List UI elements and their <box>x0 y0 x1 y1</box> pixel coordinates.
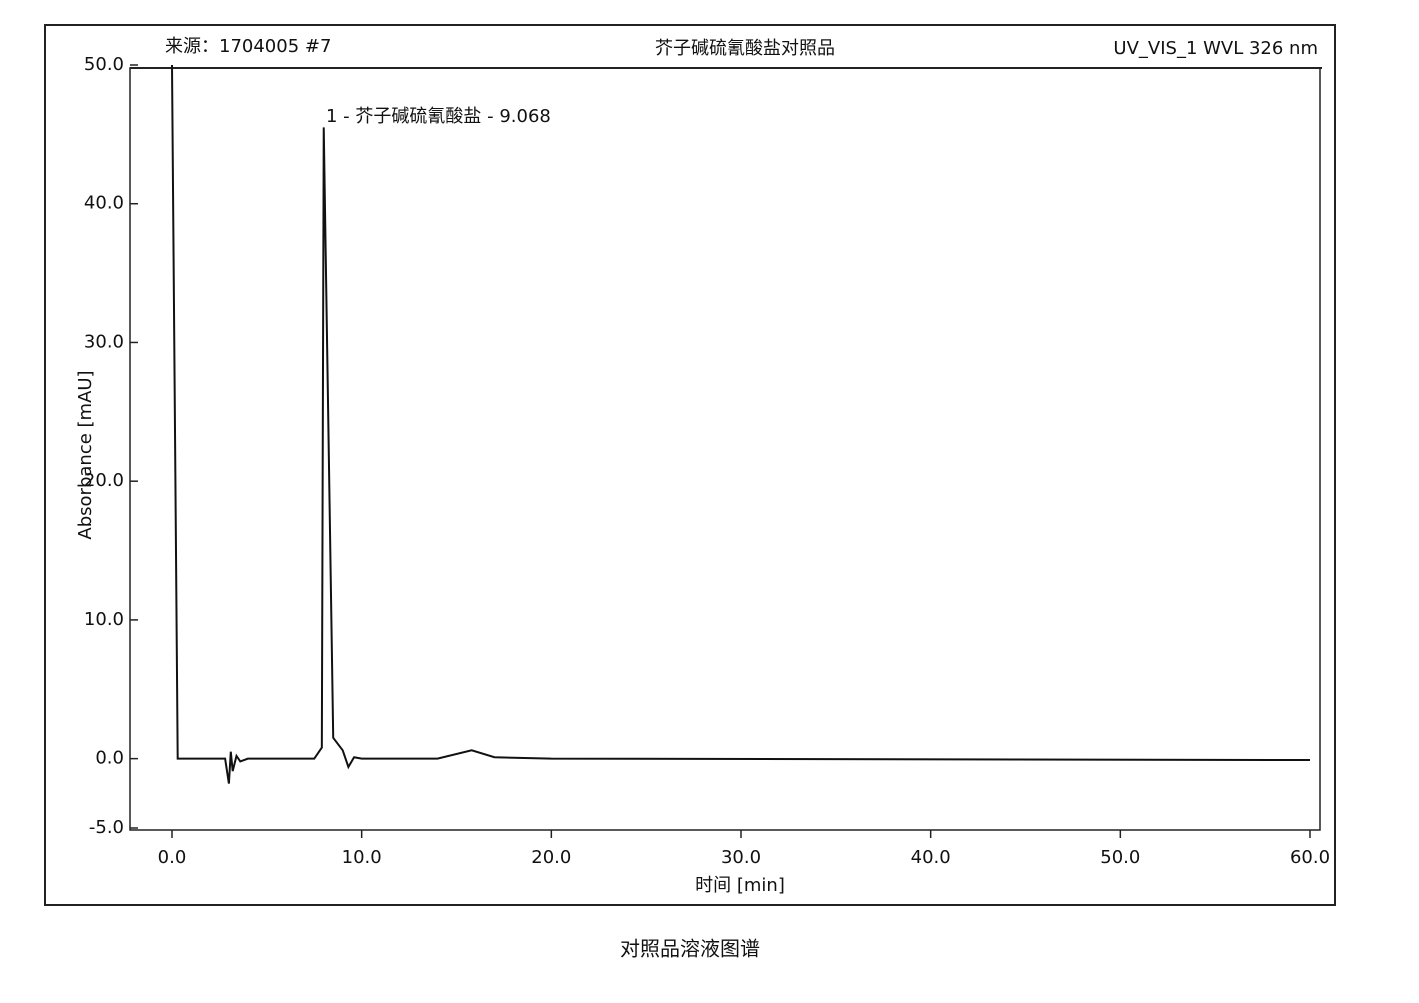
y-tick-label: 20.0 <box>84 470 124 491</box>
y-tick-label: 30.0 <box>84 331 124 352</box>
x-tick-label: 30.0 <box>721 847 761 868</box>
x-axis-label: 时间 [min] <box>695 875 785 896</box>
header-left: 来源：1704005 #7 <box>165 36 331 57</box>
y-axis-label: Absorbance [mAU] <box>75 370 96 539</box>
x-tick-label: 60.0 <box>1290 847 1330 868</box>
peak-annotation: 1 - 芥子碱硫氰酸盐 - 9.068 <box>326 106 551 127</box>
chart-title: 芥子碱硫氰酸盐对照品 <box>655 38 835 59</box>
x-tick-label: 10.0 <box>342 847 382 868</box>
x-tick-label: 50.0 <box>1100 847 1140 868</box>
plot-area <box>129 67 1321 831</box>
y-tick-label: 50.0 <box>84 54 124 75</box>
header-right: UV_VIS_1 WVL 326 nm <box>1113 38 1318 59</box>
x-tick-label: 20.0 <box>531 847 571 868</box>
y-tick-label: 10.0 <box>84 609 124 630</box>
x-tick-label: 0.0 <box>158 847 187 868</box>
y-tick-label: 0.0 <box>95 748 124 769</box>
chromatogram-line <box>171 64 1311 784</box>
x-tick-label: 40.0 <box>911 847 951 868</box>
y-tick-label: 40.0 <box>84 193 124 214</box>
caption: 对照品溶液图谱 <box>620 937 760 961</box>
frame <box>44 24 1336 906</box>
y-tick-label: -5.0 <box>89 817 124 838</box>
